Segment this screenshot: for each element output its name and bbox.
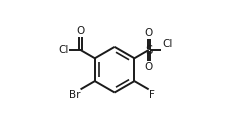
Text: O: O (145, 28, 153, 38)
Text: O: O (77, 26, 85, 36)
Text: Cl: Cl (58, 45, 68, 55)
Text: S: S (145, 43, 152, 57)
Text: Br: Br (69, 90, 80, 100)
Text: F: F (149, 90, 155, 100)
Text: Cl: Cl (162, 39, 172, 49)
Text: O: O (145, 62, 153, 72)
